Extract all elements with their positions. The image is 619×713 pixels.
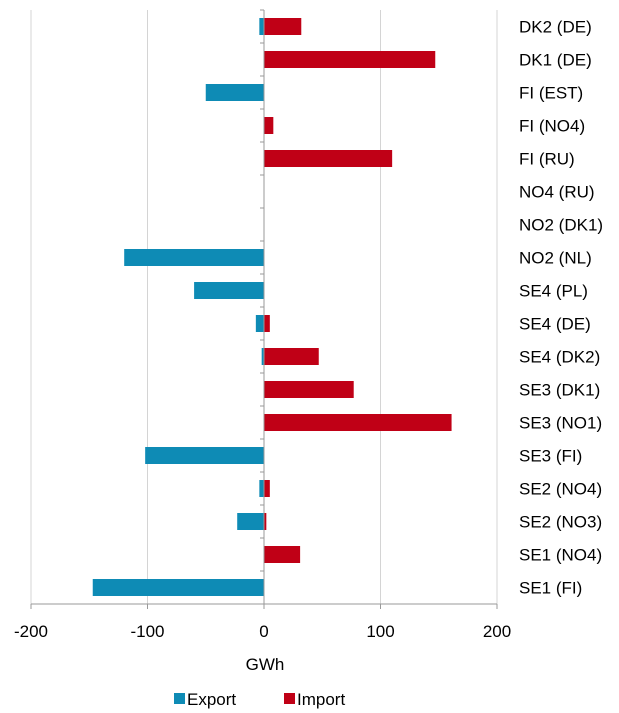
gridlines xyxy=(30,10,498,604)
legend-swatch-export xyxy=(174,693,185,704)
bar-export xyxy=(124,249,264,266)
bar-import xyxy=(264,348,319,365)
x-tick-label: -200 xyxy=(14,622,48,641)
category-label: SE4 (DE) xyxy=(519,315,591,334)
category-label: NO2 (NL) xyxy=(519,249,592,268)
bar-export xyxy=(237,513,264,530)
bar-export xyxy=(259,18,264,35)
bar-export xyxy=(194,282,264,299)
bar-export xyxy=(261,348,264,365)
category-label: SE1 (FI) xyxy=(519,579,582,598)
legend-label-import: Import xyxy=(297,690,345,709)
legend-label-export: Export xyxy=(187,690,236,709)
bar-export xyxy=(92,579,265,596)
bar-import xyxy=(264,546,301,563)
category-label: SE3 (DK1) xyxy=(519,381,600,400)
x-tick-labels: -200 -100 0 100 200 xyxy=(14,622,511,641)
bar-import xyxy=(264,150,393,167)
category-label: FI (NO4) xyxy=(519,117,585,136)
bar-import xyxy=(264,480,270,497)
bar-import xyxy=(264,51,436,68)
category-label: SE2 (NO3) xyxy=(519,513,602,532)
x-axis-title: GWh xyxy=(246,655,285,674)
bar-export xyxy=(205,84,264,101)
category-label: DK1 (DE) xyxy=(519,51,592,70)
legend-swatch-import xyxy=(284,693,295,704)
category-label: DK2 (DE) xyxy=(519,18,592,37)
category-label: FI (EST) xyxy=(519,84,583,103)
category-label: FI (RU) xyxy=(519,150,575,169)
bar-export xyxy=(145,447,264,464)
category-labels: DK2 (DE) DK1 (DE) FI (EST) FI (NO4) FI (RU) N… xyxy=(519,18,603,598)
bar-import xyxy=(264,513,267,530)
legend: Export Import xyxy=(174,690,345,709)
category-label: SE2 (NO4) xyxy=(519,480,602,499)
x-tick-label: 0 xyxy=(259,622,268,641)
category-label: NO2 (DK1) xyxy=(519,216,603,235)
category-label: SE4 (PL) xyxy=(519,282,588,301)
bar-import xyxy=(264,315,270,332)
category-label: NO4 (RU) xyxy=(519,183,595,202)
bar-export xyxy=(259,480,264,497)
x-tick-label: -100 xyxy=(130,622,164,641)
category-label: SE3 (NO1) xyxy=(519,414,602,433)
bar-import xyxy=(264,117,274,134)
category-label: SE1 (NO4) xyxy=(519,546,602,565)
bar-import xyxy=(264,414,452,431)
bars xyxy=(92,18,452,596)
bar-export xyxy=(255,315,264,332)
category-label: SE3 (FI) xyxy=(519,447,582,466)
category-label: SE4 (DK2) xyxy=(519,348,600,367)
bar-import xyxy=(264,18,302,35)
axes xyxy=(30,9,498,609)
x-tick-label: 100 xyxy=(366,622,394,641)
bar-import xyxy=(264,381,354,398)
x-tick-label: 200 xyxy=(483,622,511,641)
